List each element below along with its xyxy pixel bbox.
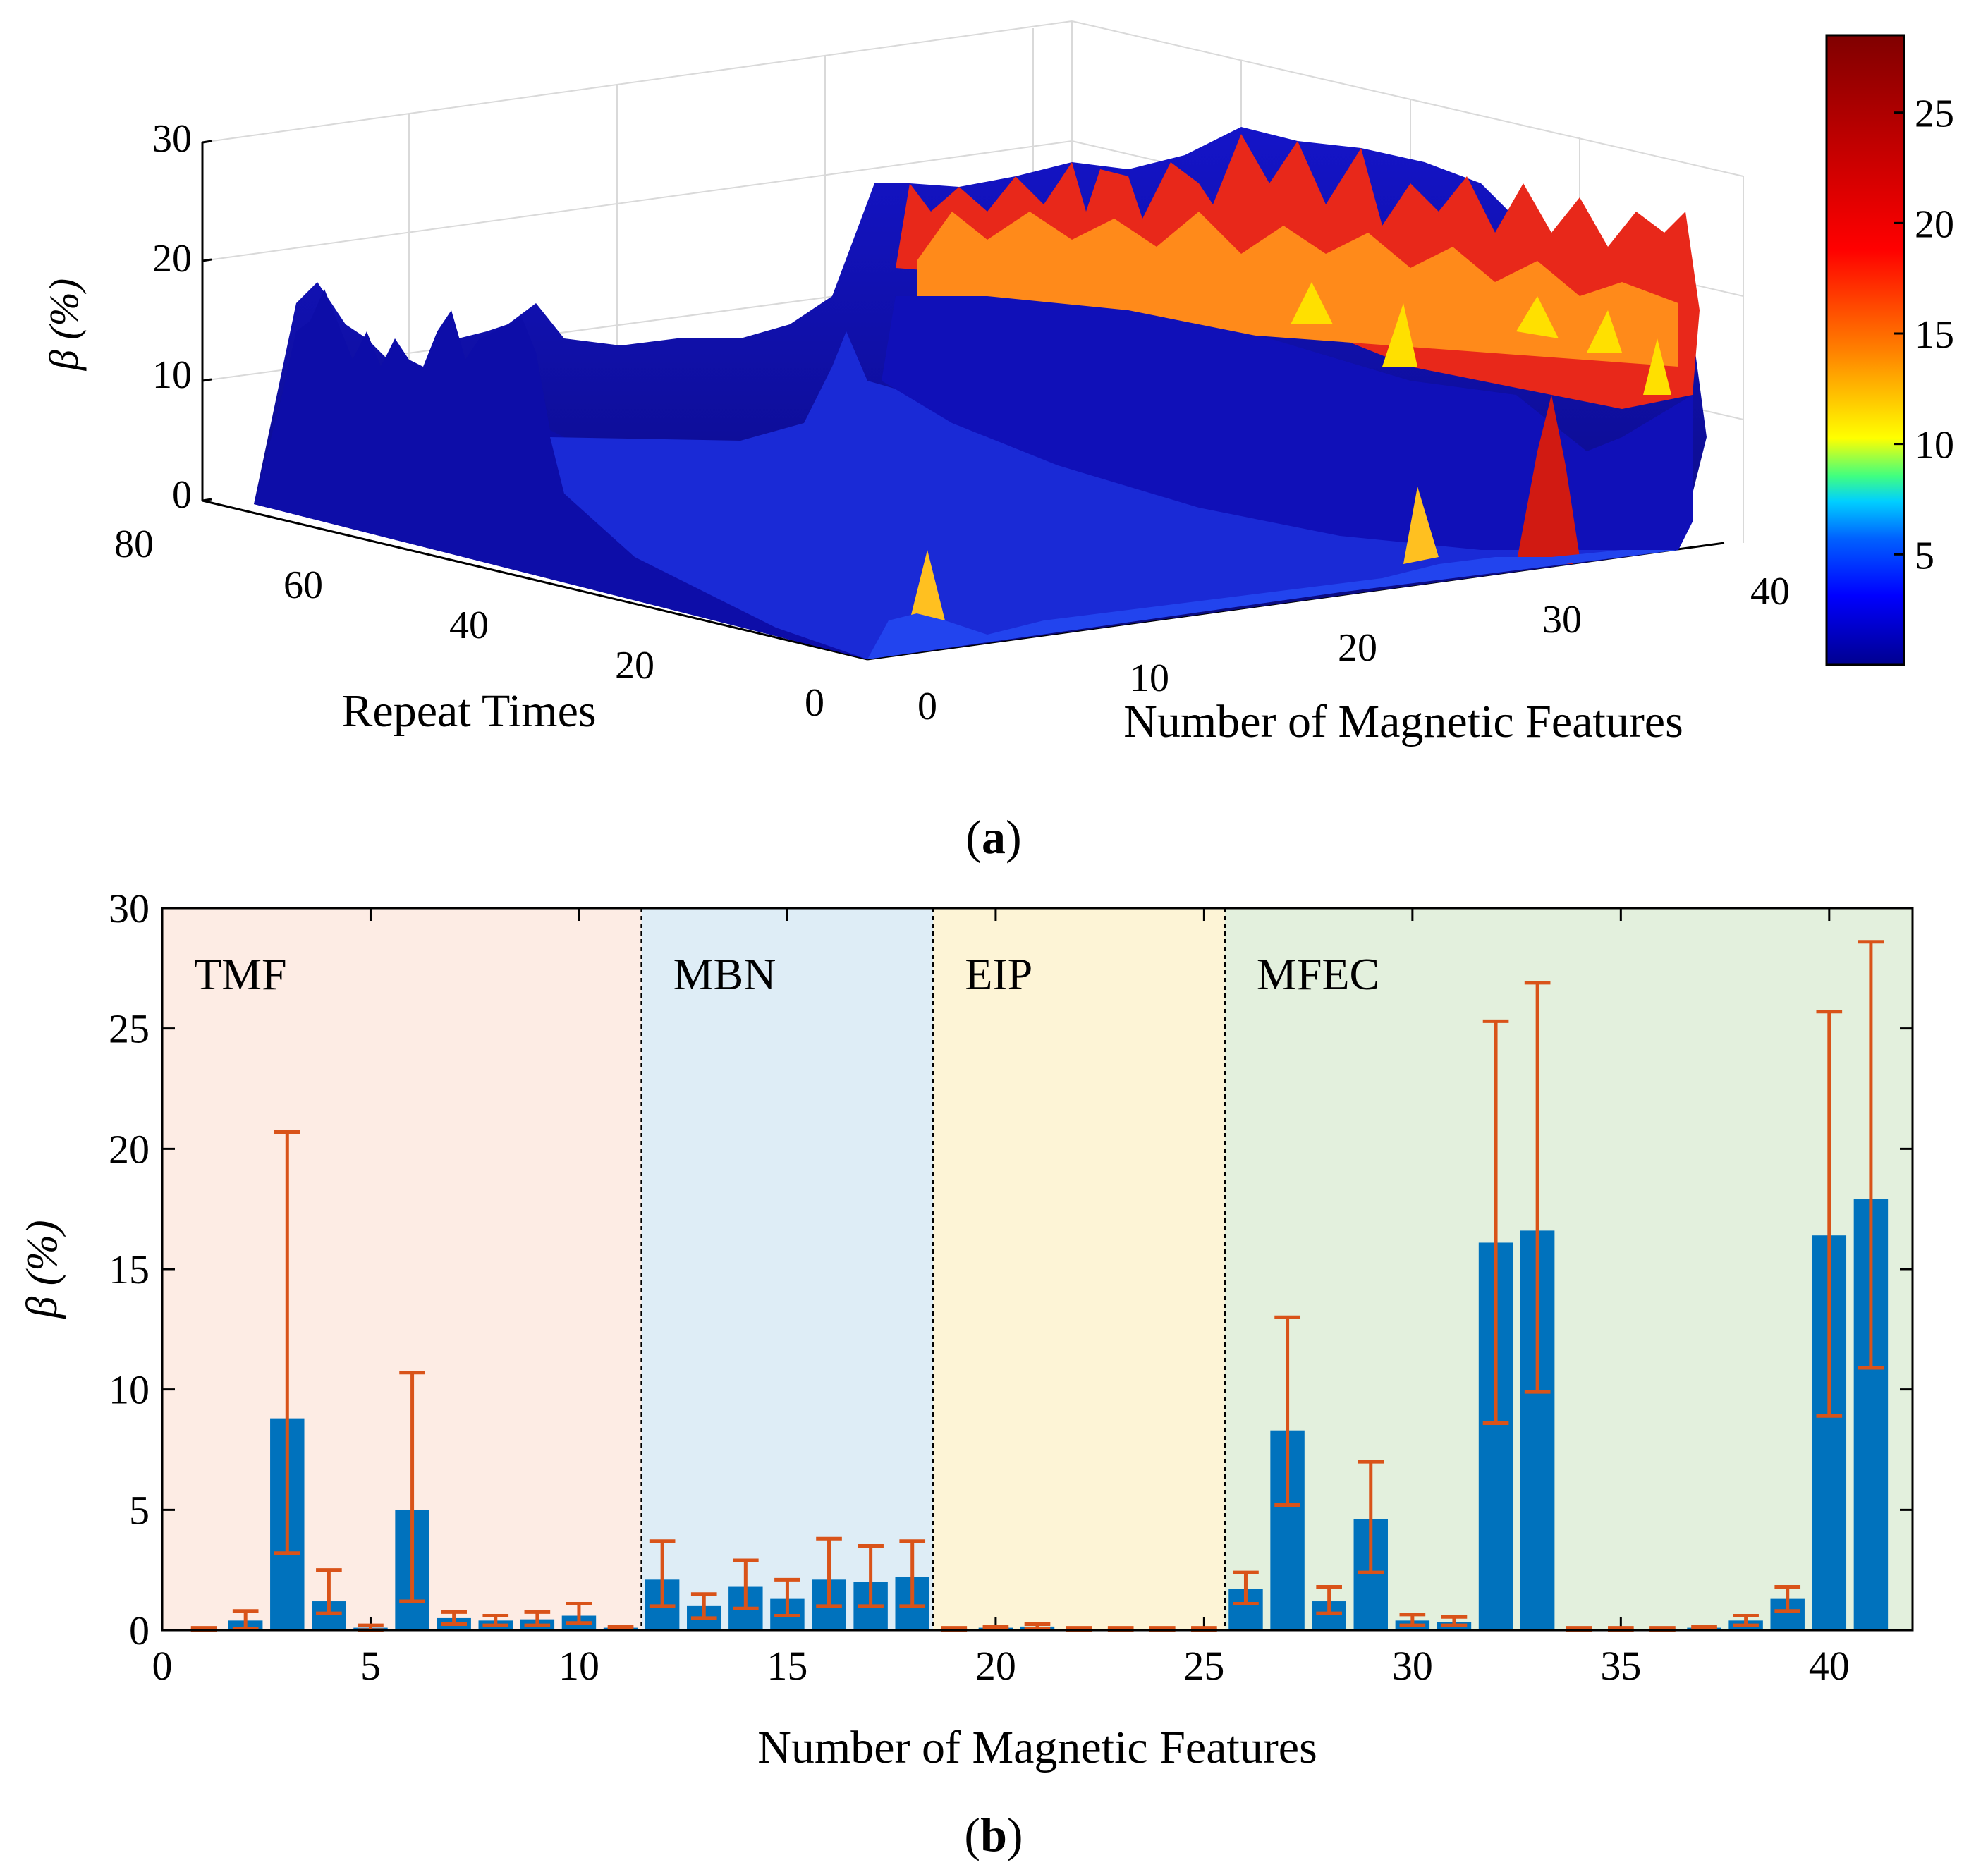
panel-a-repeat-tick-80: 80 bbox=[114, 522, 154, 566]
region-label-eip: EIP bbox=[965, 949, 1032, 999]
panel-a-y-label: Number of Magnetic Features bbox=[1123, 696, 1683, 747]
panel-a-repeat-tick-60: 60 bbox=[283, 563, 323, 607]
x-tick-label: 15 bbox=[767, 1643, 807, 1689]
x-tick-label: 20 bbox=[975, 1643, 1016, 1689]
panel-a-x-label: Repeat Times bbox=[341, 685, 596, 737]
panel-a-z-label: β (%) bbox=[41, 279, 87, 371]
x-tick-label: 30 bbox=[1392, 1643, 1433, 1689]
panel-b-plot-frame bbox=[161, 907, 1914, 1632]
panel-a-z-tick-10: 10 bbox=[152, 353, 192, 397]
y-tick-label: 25 bbox=[109, 1006, 150, 1052]
x-tick-label: 35 bbox=[1600, 1643, 1641, 1689]
panel-a-z-tick-0: 0 bbox=[172, 473, 192, 517]
y-tick-label: 10 bbox=[109, 1367, 150, 1413]
surface-blue-front-right bbox=[882, 296, 1693, 550]
panel-a-repeat-tick-40: 40 bbox=[449, 604, 489, 647]
panel-b-bar-chart: TMF MBN EIP MFEC 0 5 10 15 20 25 30 35 40 0 5 10 15 20 25… bbox=[18, 886, 1914, 1861]
region-mbn bbox=[641, 908, 934, 1630]
x-tick-label: 5 bbox=[360, 1643, 381, 1689]
panel-a-feature-tick-10: 10 bbox=[1130, 656, 1169, 700]
y-tick-label: 5 bbox=[129, 1487, 150, 1533]
y-tick-label: 20 bbox=[109, 1126, 150, 1172]
colorbar-ticks: 5 10 15 20 25 bbox=[1894, 92, 1954, 577]
x-tick-label: 25 bbox=[1183, 1643, 1224, 1689]
x-tick-label: 10 bbox=[559, 1643, 599, 1689]
y-tick-label: 15 bbox=[109, 1247, 150, 1292]
panel-a-feature-tick-40: 40 bbox=[1750, 570, 1790, 613]
panel-a-z-tick-30: 30 bbox=[152, 117, 192, 161]
panel-a-feature-tick-20: 20 bbox=[1338, 626, 1377, 670]
panel-a-surface bbox=[254, 127, 1707, 659]
region-mfec bbox=[1224, 908, 1913, 1630]
panel-b-regions: TMF MBN EIP MFEC bbox=[162, 908, 1913, 1630]
panel-a-repeat-tick-0: 0 bbox=[805, 681, 824, 725]
region-eip bbox=[933, 908, 1225, 1630]
panel-a-feature-tick-30: 30 bbox=[1542, 598, 1582, 642]
x-tick-label: 0 bbox=[152, 1643, 173, 1689]
colorbar-tick-label: 5 bbox=[1915, 534, 1934, 577]
colorbar-gradient bbox=[1825, 34, 1905, 666]
panel-a-feature-tick-0: 0 bbox=[917, 685, 937, 728]
region-label-mfec: MFEC bbox=[1257, 949, 1379, 999]
colorbar-tick-label: 15 bbox=[1915, 313, 1954, 357]
panel-b-caption: (b) bbox=[964, 1808, 1023, 1861]
panel-a-repeat-tick-20: 20 bbox=[615, 644, 654, 687]
region-label-mbn: MBN bbox=[673, 949, 776, 999]
panel-a-caption: (a) bbox=[965, 810, 1021, 864]
region-label-tmf: TMF bbox=[194, 949, 287, 999]
panel-a-surface-plot: 0 10 20 30 β (%) 80 60 40 20 0 Repeat Ti… bbox=[41, 20, 1954, 864]
x-tick-label: 40 bbox=[1809, 1643, 1850, 1689]
panel-b-y-label: β (%) bbox=[18, 1220, 66, 1319]
panel-a-z-tick-20: 20 bbox=[152, 237, 192, 281]
panel-a-colorbar: 5 10 15 20 25 bbox=[1825, 34, 1954, 666]
panel-b-error-bars bbox=[190, 940, 1884, 1632]
y-tick-label: 30 bbox=[109, 886, 150, 931]
colorbar-tick-label: 20 bbox=[1915, 202, 1954, 246]
surface-front-red-streaks bbox=[1516, 395, 1580, 564]
surface-orange-patches bbox=[917, 212, 1678, 367]
panel-b-x-label: Number of Magnetic Features bbox=[757, 1722, 1317, 1773]
colorbar-tick-label: 25 bbox=[1915, 92, 1954, 136]
colorbar-tick-label: 10 bbox=[1915, 424, 1954, 467]
surface-yellow-patches bbox=[1291, 282, 1671, 395]
panel-a-z-ticks bbox=[202, 140, 212, 502]
y-tick-label: 0 bbox=[129, 1608, 150, 1653]
